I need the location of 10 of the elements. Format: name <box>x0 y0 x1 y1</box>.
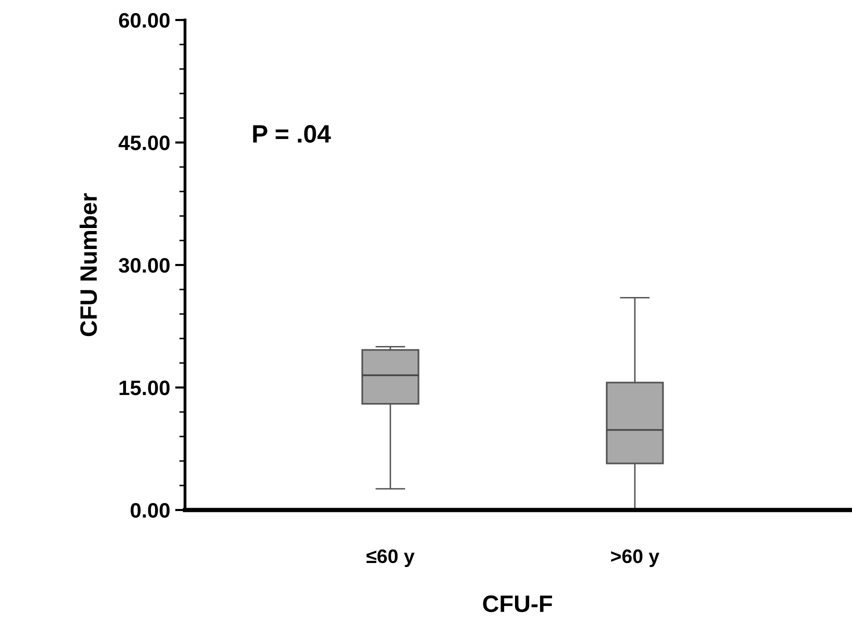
y-tick-label: 45.00 <box>118 136 170 150</box>
x-tick-label: ≤60 y <box>366 549 415 568</box>
annotation: P = .04 <box>253 125 331 143</box>
y-tick-label: 30.00 <box>118 258 170 273</box>
x-axis-title: CFU-F <box>483 595 552 612</box>
y-axis-title: CFU Number <box>80 193 97 336</box>
y-tick-label: 60.00 <box>119 13 170 28</box>
y-tick-label: 15.00 <box>120 380 170 396</box>
x-tick-label: >60 y <box>611 549 660 568</box>
y-tick-label: 0.00 <box>130 503 170 518</box>
